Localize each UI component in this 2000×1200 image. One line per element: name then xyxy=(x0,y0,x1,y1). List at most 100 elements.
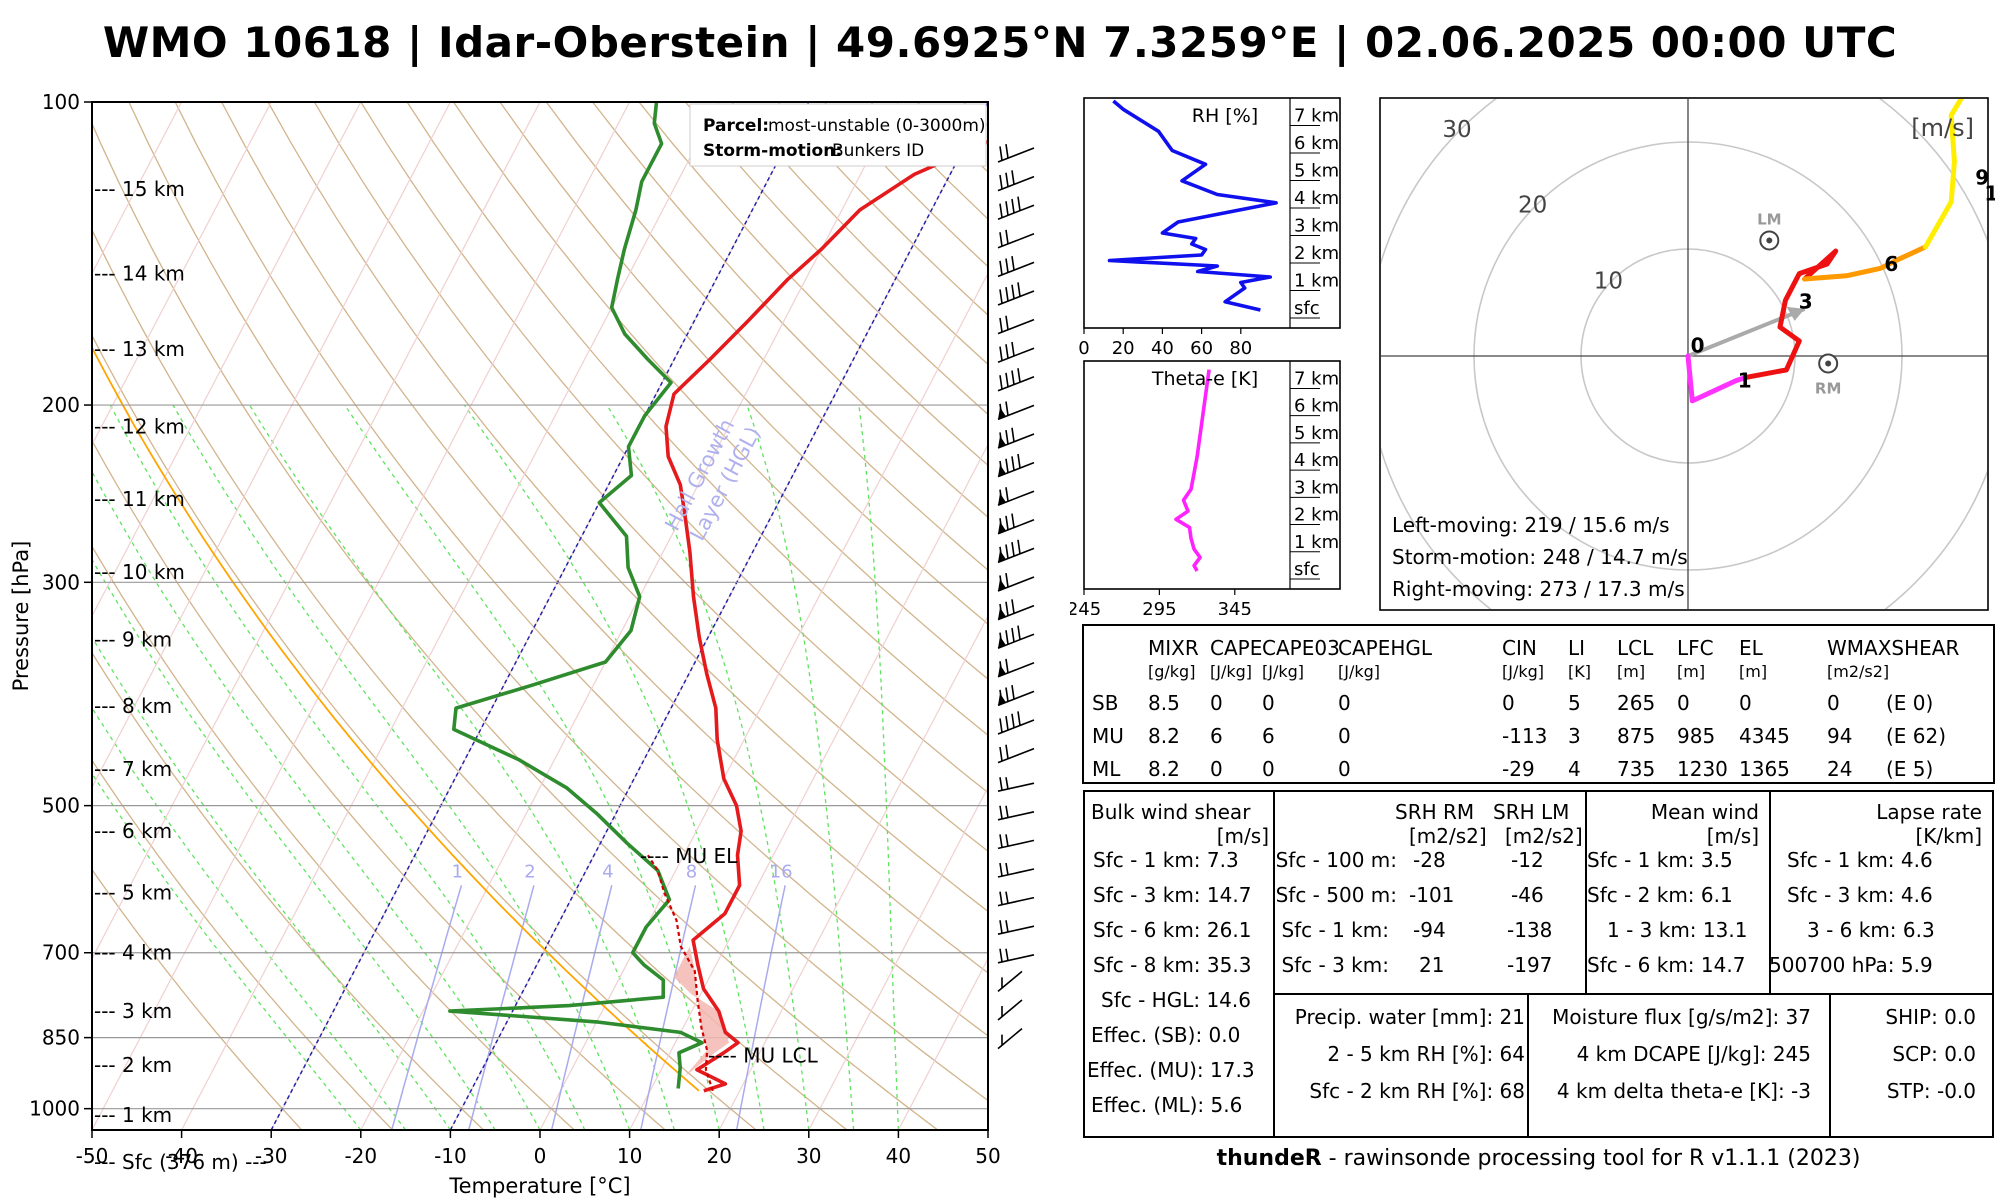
barb-flag xyxy=(1005,429,1009,445)
barb-flag xyxy=(999,834,1003,848)
barb-flag xyxy=(1005,315,1009,330)
srh-rm-title: SRH RM xyxy=(1395,800,1475,824)
meanwind-row: Sfc - 6 km: 14.7 xyxy=(1587,953,1746,977)
srh-rm-value: -94 xyxy=(1413,918,1446,942)
table-cell: 0 xyxy=(1827,691,1840,715)
barb-flag xyxy=(1017,539,1021,554)
barb-flag xyxy=(999,260,1003,275)
moist-adiabat xyxy=(248,404,676,1130)
barb-flag xyxy=(999,375,1003,390)
composite-row: SHIP: 0.0 xyxy=(1885,1005,1976,1029)
table-cell: -29 xyxy=(1502,757,1535,781)
y-tick-label: 200 xyxy=(42,393,80,417)
table-cell: 0 xyxy=(1210,691,1223,715)
wind-barb xyxy=(997,948,1035,964)
dry-adiabat xyxy=(870,102,988,220)
barb-flag xyxy=(1017,368,1021,383)
mixing-ratio-line xyxy=(390,885,463,1130)
table-cell: 6 xyxy=(1262,724,1275,748)
barb-flag xyxy=(1011,627,1015,643)
height-label: 2 km xyxy=(1294,243,1339,264)
barb-flag xyxy=(1005,715,1009,731)
height-label: sfc xyxy=(1294,298,1320,319)
bulk-row: Effec. (ML): 5.6 xyxy=(1091,1093,1243,1117)
barb-flag xyxy=(1005,401,1009,416)
barb-shaft xyxy=(997,896,1035,907)
meanwind-title: Mean wind xyxy=(1650,800,1759,824)
moist-adiabat xyxy=(858,404,900,1130)
wind-barb xyxy=(997,229,1035,249)
barb-flag xyxy=(1011,198,1015,214)
column-unit: [m2/s2] xyxy=(1827,662,1889,681)
barb-flag xyxy=(1005,630,1009,645)
bulk-row: Sfc - HGL: 14.6 xyxy=(1101,988,1251,1012)
barb-flag xyxy=(1011,370,1015,385)
moist-adiabat xyxy=(172,404,631,1130)
barb-pennant xyxy=(998,664,1006,677)
barb-pennant xyxy=(998,636,1006,649)
wind-barb xyxy=(997,999,1023,1021)
rh-panel: 7 km 6 km 5 km 4 km 3 km 2 km 1 km sfc RH [%] 0 20… xyxy=(1078,97,1341,359)
height-label: 2 km xyxy=(1294,505,1339,526)
x-tick-label: 40 xyxy=(1151,338,1174,359)
hodo-unit: [m/s] xyxy=(1911,114,1974,142)
dry-adiabat xyxy=(92,651,484,1130)
barb-flag xyxy=(999,346,1003,361)
y-tick-label: 850 xyxy=(42,1026,80,1050)
isotherm xyxy=(181,102,720,1130)
table-cell: 3 xyxy=(1568,724,1581,748)
dry-adiabat xyxy=(92,228,848,1130)
x-axis-label: Temperature [°C] xyxy=(448,1174,630,1198)
barb-pennant xyxy=(998,579,1006,591)
barb-flag xyxy=(1017,196,1021,211)
table-cell: 0 xyxy=(1262,757,1275,781)
srh-lm-value: -12 xyxy=(1511,848,1544,872)
barb-flag xyxy=(1005,862,1009,876)
column-header: LI xyxy=(1568,636,1585,660)
srh-row-label: Sfc - 3 km: xyxy=(1281,953,1389,977)
dry-adiabat xyxy=(92,545,575,1130)
table-cell: 0 xyxy=(1338,724,1351,748)
hodo-height-label: 12 xyxy=(1984,181,1995,205)
barb-flag xyxy=(999,718,1003,733)
plot-area xyxy=(0,102,988,1130)
height-label: --- 5 km xyxy=(94,881,172,905)
barb-flag xyxy=(999,862,1003,877)
height-label: --- 6 km xyxy=(94,819,172,843)
barb-flag xyxy=(1005,948,1009,961)
parcel-index-table: MIXR[g/kg]CAPE[J/kg]CAPE03[J/kg]CAPEHGL[… xyxy=(1082,624,1995,784)
footer: thundeR - rawinsonde processing tool for… xyxy=(1083,1146,1994,1171)
hodo-text: Right-moving: 273 / 17.3 m/s xyxy=(1392,577,1685,601)
y-tick-label: 500 xyxy=(42,794,80,818)
column-unit: [J/kg] xyxy=(1502,662,1544,681)
barb-pennant xyxy=(998,693,1006,706)
x-tick-label: 0 xyxy=(1078,338,1089,359)
lapse-rate-section: Lapse rate [K/km] Sfc - 1 km: 4.6 Sfc - … xyxy=(1769,792,1992,995)
barb-shaft xyxy=(997,782,1035,792)
surface-dry-adiabat xyxy=(92,345,700,1092)
table-cell: 0 xyxy=(1338,691,1351,715)
profile-line xyxy=(1107,99,1278,312)
hgl-isotherm xyxy=(449,102,988,1130)
wind-barbs xyxy=(997,143,1035,1050)
wind-barb xyxy=(997,777,1035,792)
y-axis-label: Pressure [hPa] xyxy=(9,541,33,692)
height-label: --- 12 km xyxy=(94,414,185,438)
storm-motion-arrowhead xyxy=(1786,306,1805,321)
isotherm xyxy=(0,102,2,1130)
barb-flag xyxy=(1005,487,1009,502)
legend-parcel-label: Parcel: xyxy=(703,116,769,136)
height-label: 4 km xyxy=(1294,188,1339,209)
table-cell: 265 xyxy=(1617,691,1655,715)
table-cell: 0 xyxy=(1502,691,1515,715)
column-unit: [m] xyxy=(1617,662,1645,681)
column-unit: [J/kg] xyxy=(1338,662,1380,681)
dry-adiabat xyxy=(128,102,988,1102)
srh-lm-value: -46 xyxy=(1511,883,1544,907)
srh-row-label: Sfc - 500 m: xyxy=(1275,883,1397,907)
hodo-height-label: 3 xyxy=(1799,289,1813,313)
profile-line xyxy=(1174,369,1211,572)
bulk-row: Sfc - 3 km: 14.7 xyxy=(1093,883,1252,907)
barb-flag xyxy=(999,805,1003,819)
column-header: LFC xyxy=(1677,636,1714,660)
